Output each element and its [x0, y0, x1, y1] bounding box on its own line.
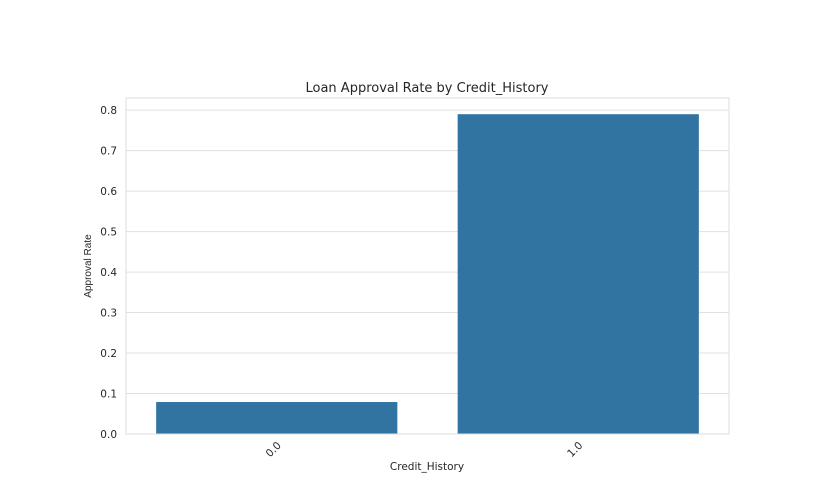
y-tick-label: 0.1 — [100, 389, 117, 401]
chart-title: Loan Approval Rate by Credit_History — [306, 81, 549, 96]
x-axis-label: Credit_History — [390, 461, 464, 473]
bar-1.0 — [457, 114, 699, 434]
x-tick-label: 0.0 — [264, 440, 284, 460]
y-axis-label: Approval Rate — [83, 234, 94, 298]
grid-lines — [126, 109, 729, 435]
y-tick-label: 0.0 — [100, 429, 117, 441]
plot-frame — [125, 97, 730, 435]
x-tick-label: 1.0 — [565, 440, 585, 460]
y-tick-label: 0.5 — [100, 227, 117, 239]
y-tick-label: 0.4 — [100, 267, 117, 279]
y-tick-label: 0.2 — [100, 348, 117, 360]
y-tick-label: 0.8 — [100, 105, 117, 117]
x-tick-labels: 0.0 1.0 — [264, 440, 586, 460]
bar-0.0 — [156, 402, 398, 434]
y-tick-labels: 0.0 0.1 0.2 0.3 0.4 0.5 0.6 0.7 0.8 — [100, 105, 117, 441]
y-tick-label: 0.7 — [100, 146, 117, 158]
y-tick-label: 0.3 — [100, 308, 117, 320]
bars — [156, 114, 699, 434]
y-tick-label: 0.6 — [100, 186, 117, 198]
